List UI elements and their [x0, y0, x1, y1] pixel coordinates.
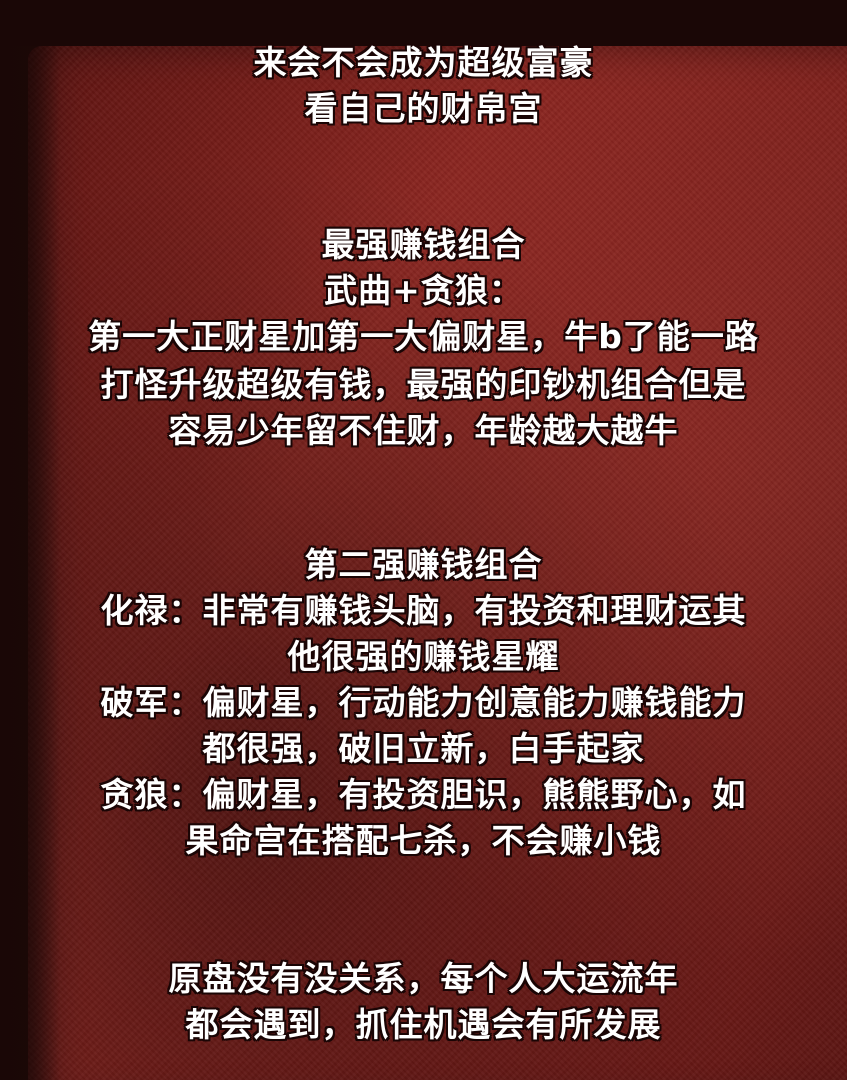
red-textured-background [28, 46, 847, 1080]
strongest-heading: 最强赚钱组合 [321, 225, 526, 264]
strongest-desc-line: 第一大正财星加第一大偏财星，牛b了能一路 [88, 317, 759, 356]
top-dark-band [0, 0, 847, 46]
closing-line: 原盘没有没关系，每个人大运流年 [168, 959, 679, 998]
second-line: 他很强的赚钱星耀 [287, 637, 560, 676]
second-line: 果命宫在搭配七杀，不会赚小钱 [185, 821, 662, 860]
second-line: 贪狼：偏财星，有投资胆识，熊熊野心，如 [100, 775, 747, 814]
second-line: 破军：偏财星，行动能力创意能力赚钱能力 [100, 683, 747, 722]
strongest-desc-line: 打怪升级超级有钱，最强的印钞机组合但是 [100, 365, 747, 404]
left-shadow [0, 46, 60, 1080]
second-heading: 第二强赚钱组合 [304, 545, 543, 584]
strongest-desc-line: 容易少年留不住财，年龄越大越牛 [168, 411, 679, 450]
strongest-combo: 武曲+贪狼： [324, 271, 523, 310]
closing-line: 都会遇到，抓住机遇会有所发展 [185, 1005, 662, 1044]
second-line: 都很强，破旧立新，白手起家 [202, 729, 645, 768]
intro-line-2: 看自己的财帛宫 [304, 89, 543, 128]
second-line: 化禄：非常有赚钱头脑，有投资和理财运其 [100, 591, 747, 630]
intro-line-1: 来会不会成为超级富豪 [253, 43, 594, 82]
